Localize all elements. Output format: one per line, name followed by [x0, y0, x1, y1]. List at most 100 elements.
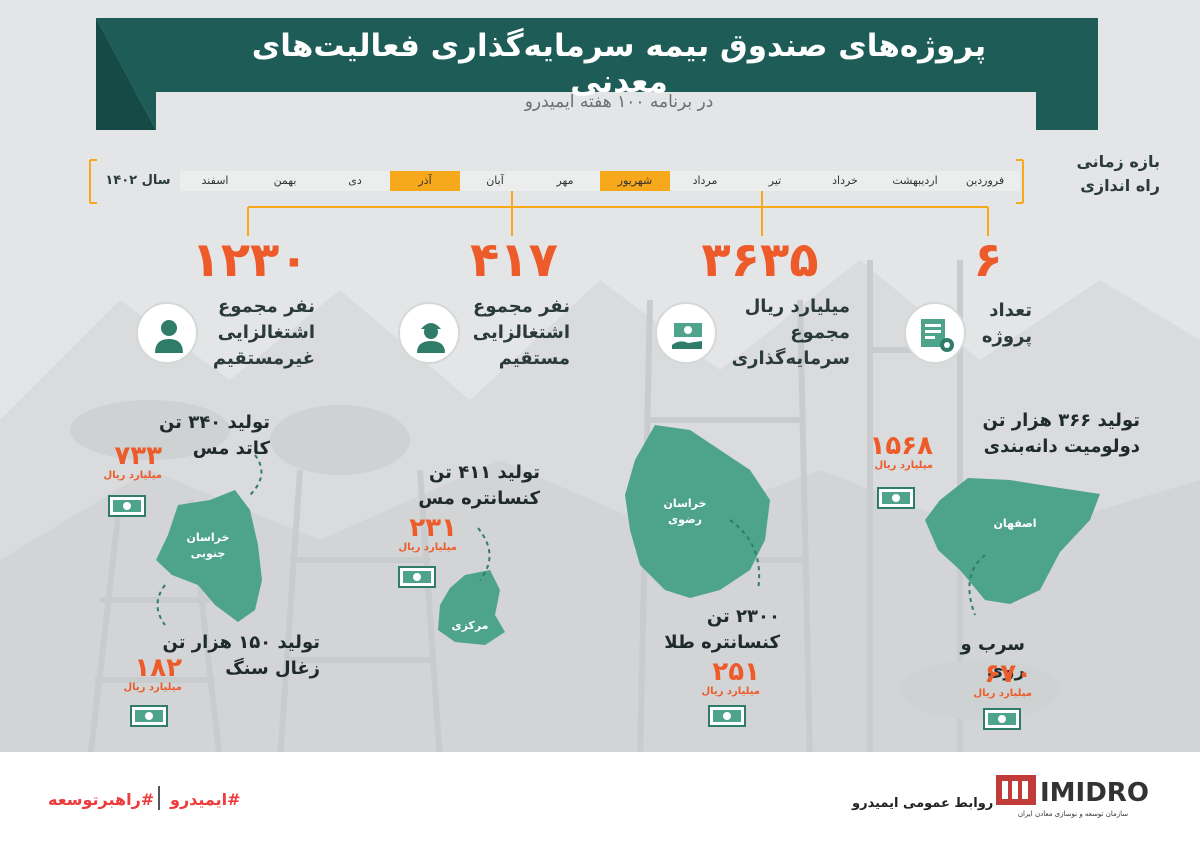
dolomite-line1: تولید ۳۶۶ هزار تن — [982, 410, 1141, 431]
gold-line1: ۲۳۰۰ تن — [706, 606, 780, 627]
cathode-line1: تولید ۳۴۰ تن — [158, 412, 270, 433]
lead-zinc-line1: سرب و روی — [960, 634, 1025, 681]
gold-line2: کنسانتره طلا — [664, 632, 780, 653]
stat-direct-label: نفر مجموع اشتغالزایی مستقیم — [440, 294, 570, 372]
cash-icon — [108, 495, 146, 517]
coal-amount: ۱۸۲ میلیارد ریال — [110, 654, 182, 694]
stat-projects-value: ۶ — [973, 232, 1003, 288]
coal-line2: زغال سنگ — [225, 658, 320, 679]
dolomite-title: تولید ۳۶۶ هزار تن دولومیت دانه‌بندی — [930, 408, 1141, 460]
hashtag-imidro: #ایمیدرو — [170, 790, 241, 809]
month-bahman: بهمن — [273, 174, 297, 187]
stat-investment-line3: سرمایه‌گذاری — [731, 348, 850, 369]
dolomite-amount: ۱۵۶۸ میلیارد ریال — [855, 432, 933, 472]
stat-projects-line1: تعداد — [989, 300, 1032, 321]
month-ordibehesht: اردیبهشت — [892, 174, 938, 187]
stat-indirect-line1: نفر مجموع — [218, 296, 315, 317]
month-azar: آذر — [390, 171, 460, 191]
month-farvardin: فروردین — [965, 174, 1005, 187]
dolomite-amount-value: ۱۵۶۸ — [869, 431, 933, 461]
khorasan-south-map — [156, 490, 262, 622]
month-esfand: اسفند — [201, 174, 229, 187]
copper-conc-amount: ۲۳۱ میلیارد ریال — [385, 514, 457, 554]
stat-direct-line1: نفر مجموع — [473, 296, 570, 317]
stat-projects-label: تعداد پروژه — [890, 298, 1032, 350]
cathode-amount-unit: میلیارد ریال — [103, 470, 162, 481]
copper-conc-line1: تولید ۴۱۱ تن — [428, 462, 540, 483]
month-khordad: خرداد — [832, 174, 858, 187]
khorasan-south-line1: خراسان — [186, 531, 230, 544]
lead-zinc-title: سرب و روی — [930, 632, 1025, 684]
isfahan-map — [925, 478, 1100, 604]
imidro-logo: IMIDRO — [996, 775, 1149, 808]
hashtag-separator — [158, 786, 160, 810]
month-tir: تیر — [768, 174, 782, 187]
page-subtitle: در برنامه ۱۰۰ هفته ایمیدرو — [524, 92, 714, 112]
khorasan-razavi-label: خراسان رضوی — [655, 496, 715, 528]
header-banner — [96, 18, 1098, 130]
stat-investment-line1: میلیارد ریال — [744, 296, 850, 317]
month-mehr: مهر — [556, 174, 574, 187]
stat-investment-label: میلیارد ریال مجموع سرمایه‌گذاری — [700, 294, 850, 372]
khorasan-razavi-line1: خراسان — [663, 497, 707, 510]
cathode-line2: کاتد مس — [192, 438, 270, 459]
month-strip: فروردین اردیبهشت خرداد تیر مرداد شهریور … — [180, 171, 1020, 191]
cash-icon — [398, 566, 436, 588]
person-icon — [136, 302, 198, 364]
copper-conc-amount-unit: میلیارد ریال — [398, 542, 457, 553]
stat-direct-value: ۴۱۷ — [470, 232, 558, 288]
dolomite-amount-unit: میلیارد ریال — [874, 460, 933, 471]
coal-title: تولید ۱۵۰ هزار تن زغال سنگ — [140, 630, 321, 682]
khorasan-south-label: خراسان جنوبی — [178, 530, 238, 562]
lead-zinc-amount-unit: میلیارد ریال — [973, 688, 1032, 699]
stat-indirect-label: نفر مجموع اشتغالزایی غیرمستقیم — [180, 294, 315, 372]
markazi-map — [438, 570, 505, 645]
cathode-amount-value: ۷۳۳ — [114, 441, 162, 471]
month-dey: دی — [348, 174, 362, 187]
imidro-logo-subtitle: سازمان توسعه و نوسازی معادن ایران — [1017, 810, 1129, 818]
svg-text:IMIDRO: IMIDRO — [1040, 778, 1149, 808]
dolomite-line2: دولومیت دانه‌بندی — [983, 436, 1140, 457]
month-shahrivar: شهریور — [600, 171, 670, 191]
coal-line1: تولید ۱۵۰ هزار تن — [162, 632, 321, 653]
copper-conc-title: تولید ۴۱۱ تن کنسانتره مس — [400, 460, 540, 512]
cash-icon — [708, 705, 746, 727]
pr-credit: روابط عمومی ایمیدرو — [852, 796, 994, 811]
timeline-label: بازه زمانی راه اندازی — [1030, 150, 1160, 198]
worker-icon — [398, 302, 460, 364]
gold-title: ۲۳۰۰ تن کنسانتره طلا — [660, 604, 780, 656]
gold-amount: ۲۵۱ میلیارد ریال — [688, 658, 760, 698]
stat-projects-line2: پروژه — [981, 326, 1032, 347]
page-title: پروژه‌های صندوق بیمه سرمایه‌گذاری فعالیت… — [251, 28, 987, 100]
lead-zinc-amount-value: ۶۷۰ — [984, 659, 1032, 689]
money-hand-icon — [655, 302, 717, 364]
stat-investment-line2: مجموع — [790, 322, 850, 343]
cathode-title: تولید ۳۴۰ تن کاتد مس — [130, 410, 270, 462]
cash-icon — [877, 487, 915, 509]
stat-indirect-line3: غیرمستقیم — [212, 348, 315, 369]
stat-direct-line2: اشتغالزایی — [472, 322, 570, 343]
stat-investment-value: ۳۶۳۵ — [701, 232, 819, 288]
gold-amount-unit: میلیارد ریال — [701, 686, 760, 697]
coal-amount-value: ۱۸۲ — [134, 653, 182, 683]
copper-conc-line2: کنسانتره مس — [418, 488, 540, 509]
lead-zinc-amount: ۶۷۰ میلیارد ریال — [960, 660, 1032, 700]
copper-conc-amount-value: ۲۳۱ — [409, 513, 457, 543]
stat-direct-line3: مستقیم — [498, 348, 570, 369]
year-label: سال ۱۴۰۲ — [105, 173, 171, 188]
cathode-amount: ۷۳۳ میلیارد ریال — [90, 442, 162, 482]
khorasan-south-line2: جنوبی — [190, 547, 226, 560]
khorasan-razavi-map — [625, 425, 770, 598]
khorasan-razavi-line2: رضوی — [668, 513, 702, 526]
month-aban: آبان — [486, 174, 504, 187]
hashtag-rahbar: #راهبرتوسعه — [48, 790, 155, 809]
cash-icon — [130, 705, 168, 727]
cash-icon — [983, 708, 1021, 730]
coal-amount-unit: میلیارد ریال — [123, 682, 182, 693]
project-gear-icon — [904, 302, 966, 364]
timeline-label-line1: بازه زمانی — [1076, 152, 1160, 171]
month-mordad: مرداد — [692, 174, 718, 187]
timeline-label-line2: راه اندازی — [1080, 176, 1160, 195]
